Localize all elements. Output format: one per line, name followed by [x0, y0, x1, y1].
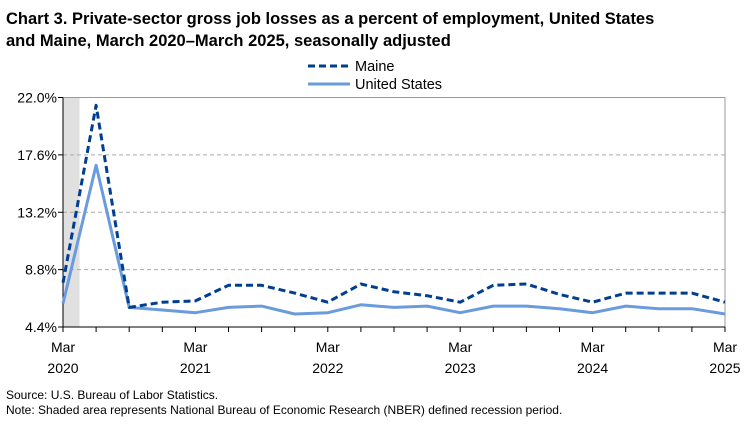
x-tick-label-year: 2025 — [709, 360, 740, 376]
x-tick-label-year: 2023 — [445, 360, 476, 376]
y-tick-label: 8.8% — [25, 262, 57, 278]
x-tick-label-month: Mar — [51, 339, 75, 355]
y-tick-label: 22.0% — [17, 90, 57, 106]
y-tick-label: 4.4% — [25, 319, 57, 335]
source-note: Source: U.S. Bureau of Labor Statistics. — [6, 388, 218, 402]
x-tick-label-month: Mar — [183, 339, 207, 355]
x-tick-label-month: Mar — [581, 339, 605, 355]
legend-maine-label: Maine — [355, 59, 395, 75]
y-tick-label: 13.2% — [17, 204, 57, 220]
x-tick-label-year: 2021 — [180, 360, 211, 376]
legend: Maine United States — [308, 59, 442, 93]
series-line-united-states — [61, 163, 726, 316]
x-tick-label-year: 2022 — [312, 360, 343, 376]
x-tick-label-month: Mar — [448, 339, 472, 355]
series-line-maine — [61, 103, 726, 309]
x-tick-label-month: Mar — [316, 339, 340, 355]
x-tick-label-year: 2024 — [577, 360, 608, 376]
chart-title-line2: and Maine, March 2020–March 2025, season… — [6, 32, 451, 50]
chart-title-line1: Chart 3. Private-sector gross job losses… — [6, 10, 654, 28]
y-tick-label: 17.6% — [17, 147, 57, 163]
x-tick-label-month: Mar — [713, 339, 737, 355]
x-tick-label-year: 2020 — [47, 360, 78, 376]
plot-area: 4.4% 8.8% 13.2% 17.6% 22.0% Mar 2020 Mar 2021 Mar… — [17, 90, 740, 377]
recession-note: Note: Shaded area represents National Bu… — [6, 403, 562, 417]
legend-us-label: United States — [355, 77, 442, 93]
